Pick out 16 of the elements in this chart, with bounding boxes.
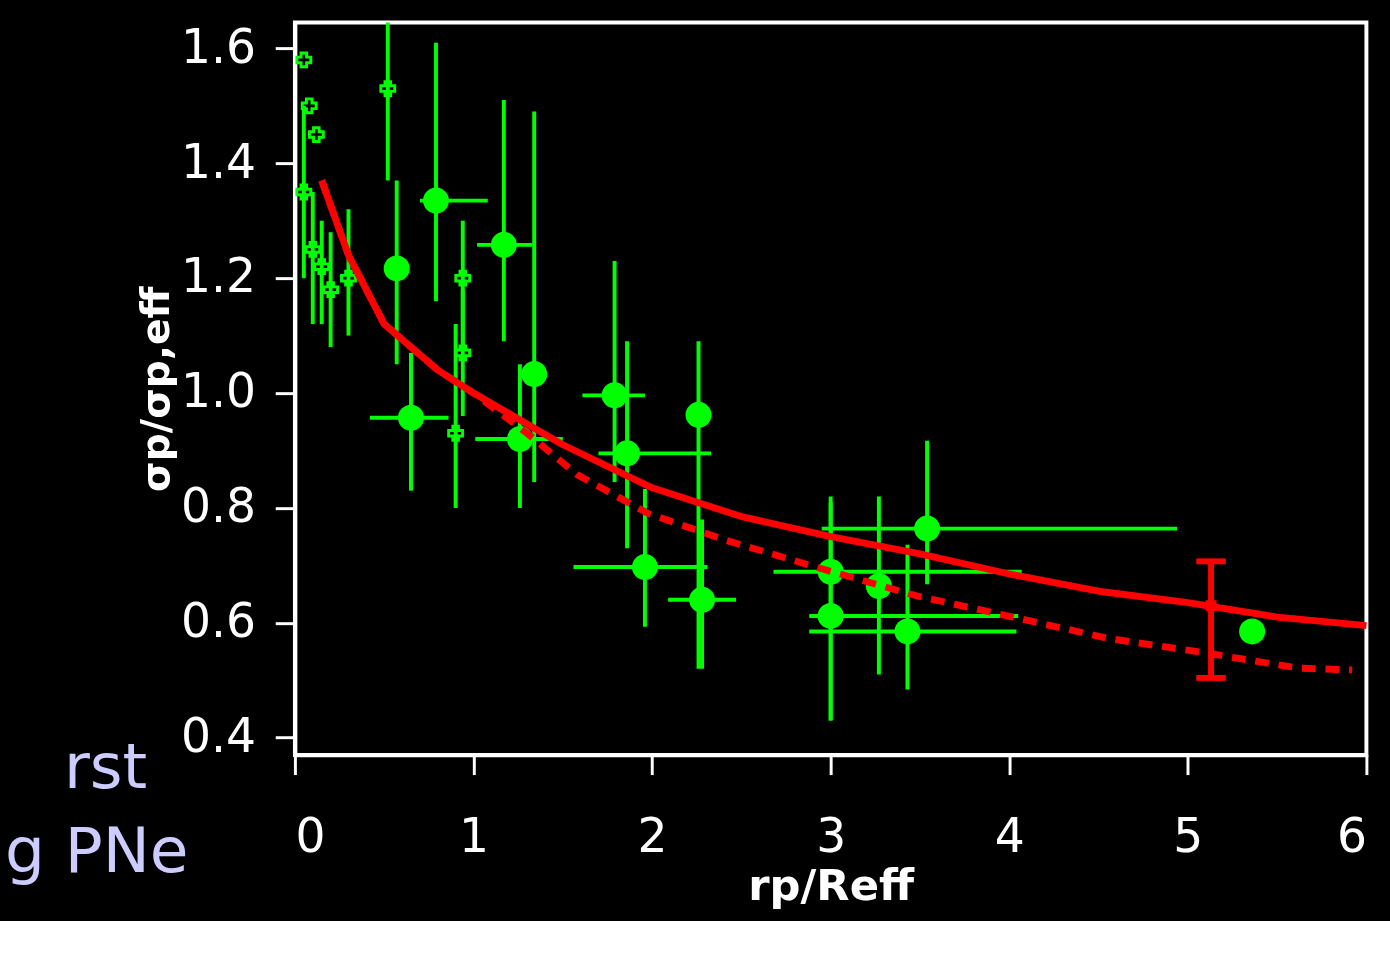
y-tick-label: 1.4 <box>181 133 257 189</box>
x-tick-label: 5 <box>1173 807 1204 863</box>
text: rst <box>63 730 148 804</box>
x-tick-label: 0 <box>295 807 326 863</box>
x-tick-label: 2 <box>637 807 668 863</box>
y-axis-title: σp/σp,eff <box>133 285 179 492</box>
y-tick-label: 0.8 <box>181 478 257 534</box>
y-tick-label: 0.6 <box>181 593 257 649</box>
y-tick-label: 1.6 <box>181 18 257 74</box>
x-tick-label: 6 <box>1336 807 1367 863</box>
y-tick-label: 1.0 <box>181 363 257 419</box>
x-tick-label: 1 <box>458 807 489 863</box>
y-tick-label: 0.4 <box>181 707 257 763</box>
x-tick-label: 4 <box>994 807 1025 863</box>
text: g PNe <box>4 813 189 887</box>
y-tick-label: 1.2 <box>181 248 257 304</box>
